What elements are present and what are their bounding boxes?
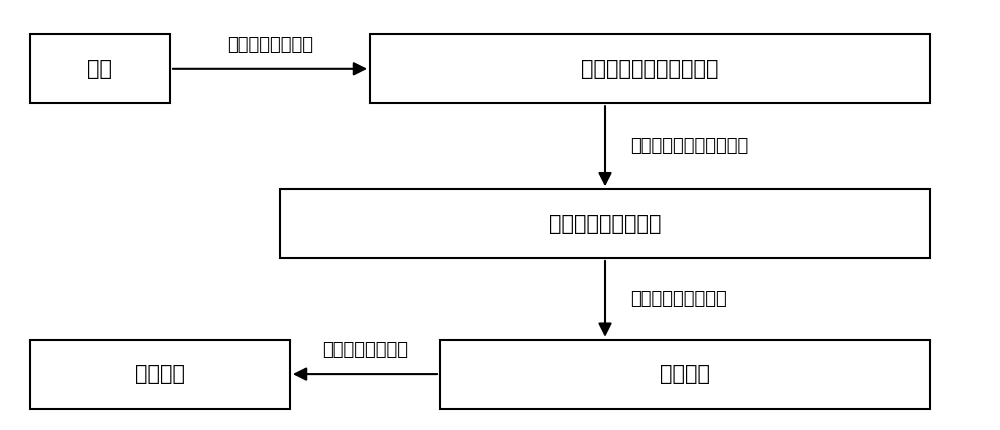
Bar — [370, 34, 930, 103]
Text: 环肽粗品: 环肽粗品 — [660, 364, 710, 384]
Text: 树脂: 树脂 — [88, 59, 112, 79]
Text: 树脂载体上的氨基酸缩合: 树脂载体上的氨基酸缩合 — [630, 137, 748, 155]
Bar — [280, 189, 930, 258]
Text: 连接有直链肽的树脂: 连接有直链肽的树脂 — [549, 214, 661, 233]
Bar — [440, 340, 930, 408]
Text: 直链肽的切割与环化: 直链肽的切割与环化 — [630, 290, 727, 308]
Text: 环肽纯品: 环肽纯品 — [135, 364, 185, 384]
Text: 连接有一个氨基酸的树脂: 连接有一个氨基酸的树脂 — [581, 59, 719, 79]
Bar — [30, 340, 290, 408]
Text: 环肽的纯化与保存: 环肽的纯化与保存 — [322, 341, 408, 359]
Text: 树脂与氨基酸连接: 树脂与氨基酸连接 — [227, 36, 313, 54]
Bar — [30, 34, 170, 103]
